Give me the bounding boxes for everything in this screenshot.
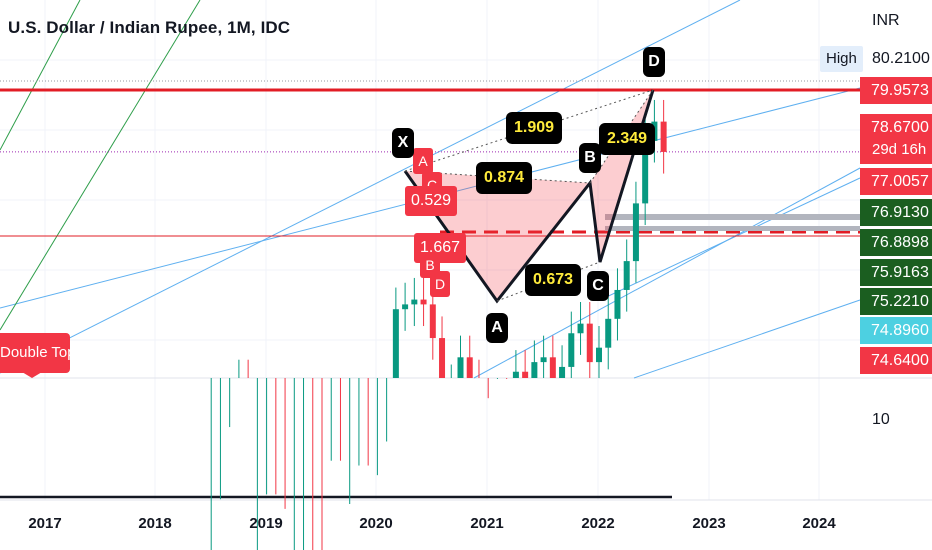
candle-body <box>420 299 427 305</box>
level-zone <box>605 214 860 220</box>
x-tick: 2019 <box>249 515 283 532</box>
candle-body <box>568 333 575 367</box>
trend-channel-line <box>0 0 741 374</box>
price-tag-resistance: 79.9573 <box>860 77 932 104</box>
candle-body <box>540 357 547 363</box>
candle-body <box>660 121 667 152</box>
candle-body <box>466 357 473 378</box>
trend-line-green <box>0 0 81 151</box>
pattern-point-d[interactable]: D <box>643 47 665 77</box>
candle-body <box>512 371 519 378</box>
overlay-ratio: 0.529 <box>405 186 458 216</box>
candle-body <box>623 261 630 290</box>
ratio-bd[interactable]: 2.349 <box>599 123 656 155</box>
price-tag-level: 75.9163 <box>860 259 932 286</box>
candle-body <box>642 140 649 204</box>
candle-body <box>549 357 556 378</box>
price-tag-level: 75.2210 <box>860 288 932 315</box>
x-tick: 2022 <box>581 515 615 532</box>
high-value: 80.2100 <box>872 50 930 67</box>
price-tag-dashed: 77.0057 <box>860 168 932 195</box>
double-top-label[interactable]: Double Top <box>0 333 70 373</box>
pattern-point-x[interactable]: X <box>392 128 414 158</box>
overlay-ratio: 1.667 <box>414 233 467 263</box>
lower-pane-scale: 10 <box>872 411 890 428</box>
candle-body <box>439 338 446 378</box>
candle-body <box>632 203 639 262</box>
trend-line-green <box>0 0 201 331</box>
candle-body <box>392 309 399 378</box>
candle-body <box>402 304 409 310</box>
level-zone <box>605 226 860 231</box>
ratio-xd[interactable]: 1.909 <box>506 112 563 144</box>
candle-body <box>614 289 621 319</box>
x-tick: 2018 <box>138 515 172 532</box>
trend-channel-line <box>599 177 861 301</box>
currency-label: INR <box>872 12 900 29</box>
pattern-point-a[interactable]: A <box>486 313 508 343</box>
ratio-xb[interactable]: 0.874 <box>476 162 533 194</box>
trend-channel-line <box>633 299 861 379</box>
x-tick: 2021 <box>470 515 504 532</box>
price-tag-level: 74.6400 <box>860 347 932 374</box>
candle-body <box>411 299 418 305</box>
candle-body <box>429 304 436 339</box>
chart-title: U.S. Dollar / Indian Rupee, 1M, IDC <box>8 18 291 37</box>
price-tag-last: 78.6700 <box>860 114 932 164</box>
x-tick: 2024 <box>802 515 836 532</box>
last-price-value: 78.6700 <box>871 119 929 136</box>
candle-body <box>531 362 538 378</box>
candle-body <box>457 357 464 378</box>
overlay-mark: A <box>413 148 433 174</box>
overlay-mark: D <box>430 271 450 297</box>
price-tag-level: 76.8898 <box>860 229 932 256</box>
price-tag-level: 76.9130 <box>860 199 932 226</box>
pattern-point-c[interactable]: C <box>587 271 609 301</box>
candle-countdown: 29d 16h <box>872 141 927 158</box>
ratio-ac[interactable]: 0.673 <box>525 264 582 296</box>
pattern-point-b[interactable]: B <box>579 143 601 173</box>
candle-body <box>605 318 612 348</box>
double-top-pointer <box>22 372 42 378</box>
candle-body <box>586 323 593 363</box>
candle-body <box>522 371 529 378</box>
candle-body <box>596 347 602 363</box>
high-label: High <box>820 46 863 72</box>
candle-body <box>559 366 566 378</box>
price-tag-level: 74.8960 <box>860 317 932 344</box>
x-tick: 2020 <box>359 515 393 532</box>
candle-body <box>577 323 584 334</box>
x-tick: 2017 <box>28 515 62 532</box>
x-tick: 2023 <box>692 515 726 532</box>
trend-channel-line <box>473 167 861 379</box>
